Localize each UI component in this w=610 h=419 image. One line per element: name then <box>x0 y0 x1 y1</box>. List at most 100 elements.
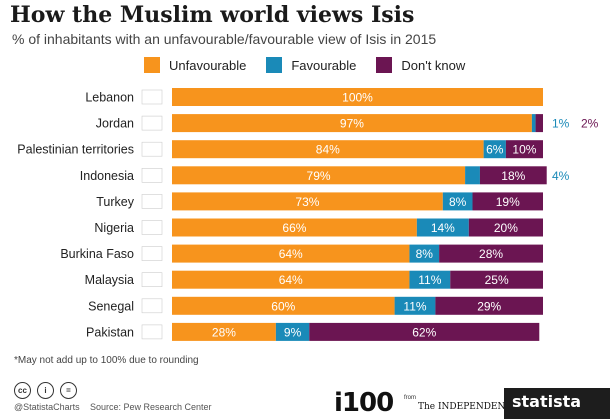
bar-dont-know-burkina-faso <box>439 244 543 263</box>
bar-unfavourable-jordan <box>172 114 532 133</box>
bar-dont-know-indonesia <box>479 166 547 185</box>
legend-item-dont-know: Don't know <box>376 57 465 73</box>
bar-unfavourable-burkina-faso <box>172 244 410 263</box>
legend-label-dont-know: Don't know <box>401 57 466 73</box>
flag-icon-lebanon <box>141 89 163 105</box>
footnote: *May not add up to 100% due to rounding <box>14 355 199 366</box>
data-label-unfavourable-turkey: 73% <box>295 195 319 209</box>
bar-unfavourable-indonesia <box>172 166 466 185</box>
data-label-unfavourable-pakistan: 28% <box>212 325 236 339</box>
no-derivatives-icon: = <box>60 382 77 399</box>
data-label-favourable-pakistan: 9% <box>284 325 302 339</box>
bar-favourable-indonesia <box>465 166 480 185</box>
flag-icon-nigeria <box>141 220 163 235</box>
cc-license-icon: cc <box>14 382 31 399</box>
bar-favourable-jordan <box>531 114 536 133</box>
category-label-senegal: Senegal <box>88 299 134 313</box>
data-label-favourable-senegal: 11% <box>403 299 426 313</box>
legend-swatch-favourable <box>266 57 283 73</box>
data-label-unfavourable-indonesia: 79% <box>307 169 331 183</box>
data-label-dont-know-jordan: 2% <box>581 117 599 131</box>
bar-favourable-burkina-faso <box>409 244 440 263</box>
statista-logo-box: statista <box>504 388 610 419</box>
category-label-jordan: Jordan <box>96 117 134 131</box>
bar-dont-know-malaysia <box>450 270 543 289</box>
bar-favourable-nigeria <box>416 218 469 237</box>
data-label-unfavourable-burkina-faso: 64% <box>279 247 303 261</box>
data-label-unfavourable-nigeria: 66% <box>282 221 306 235</box>
bar-unfavourable-pakistan <box>172 322 276 341</box>
bar-dont-know-pakistan <box>309 322 540 341</box>
data-label-favourable-palestinian-territories: 6% <box>486 143 504 157</box>
bar-chart: Lebanon 100% Jordan 97% 1% 2% Palestinian terr… <box>17 88 599 341</box>
source-text: Source: Pew Research Center <box>90 402 212 412</box>
category-label-malaysia: Malaysia <box>85 273 134 287</box>
flag-icon-burkina-faso <box>141 246 163 261</box>
flag-icon-jordan <box>141 115 163 131</box>
data-label-favourable-turkey: 8% <box>449 195 467 209</box>
category-label-turkey: Turkey <box>96 195 134 209</box>
data-label-dont-know-burkina-faso: 28% <box>479 247 503 261</box>
bar-unfavourable-turkey <box>172 192 443 211</box>
category-label-burkina-faso: Burkina Faso <box>60 247 134 261</box>
bar-unfavourable-lebanon <box>172 88 543 106</box>
chart-title: How the Muslim world views Isis <box>10 2 415 28</box>
bar-dont-know-jordan <box>535 114 543 133</box>
attribution-icon: i <box>37 382 54 399</box>
legend-swatch-dont-know <box>376 57 393 73</box>
data-label-unfavourable-lebanon: 100% <box>342 91 373 105</box>
bar-favourable-palestinian-territories <box>483 140 506 159</box>
legend-item-unfavourable: Unfavourable <box>144 57 246 73</box>
bar-favourable-malaysia <box>409 270 451 289</box>
data-label-dont-know-malaysia: 25% <box>485 273 509 287</box>
data-label-dont-know-nigeria: 20% <box>494 221 518 235</box>
category-label-nigeria: Nigeria <box>94 221 134 235</box>
bar-unfavourable-malaysia <box>172 270 410 289</box>
category-label-palestinian-territories: Palestinian territories <box>17 143 134 157</box>
bar-dont-know-turkey <box>472 192 543 211</box>
legend-item-favourable: Favourable <box>266 57 356 73</box>
flag-icon-palestinian-territories <box>141 141 163 157</box>
data-label-favourable-malaysia: 11% <box>418 273 441 287</box>
category-label-pakistan: Pakistan <box>86 325 134 339</box>
bar-favourable-pakistan <box>275 322 310 341</box>
data-label-dont-know-turkey: 19% <box>496 195 520 209</box>
flag-icon-pakistan <box>141 324 163 340</box>
data-label-dont-know-palestinian-territories: 10% <box>512 143 536 157</box>
category-label-indonesia: Indonesia <box>80 169 134 183</box>
legend: Unfavourable Favourable Don't know <box>144 56 485 74</box>
data-label-unfavourable-palestinian-territories: 84% <box>316 143 340 157</box>
data-label-favourable-indonesia: 4% <box>552 169 570 183</box>
flag-icon-turkey <box>141 194 163 209</box>
bar-favourable-turkey <box>442 192 473 211</box>
independent-logo: The INDEPENDENT <box>418 402 512 412</box>
bar-unfavourable-palestinian-territories <box>172 140 484 159</box>
flag-icon-indonesia <box>141 168 163 183</box>
flag-icon-senegal <box>141 298 163 314</box>
from-text: from <box>404 395 416 401</box>
bar-favourable-senegal <box>394 296 436 315</box>
bar-dont-know-nigeria <box>468 218 543 237</box>
data-label-unfavourable-jordan: 97% <box>340 117 364 131</box>
bar-dont-know-senegal <box>435 296 543 315</box>
data-label-favourable-burkina-faso: 8% <box>416 247 434 261</box>
i100-logo: i100 <box>334 388 394 418</box>
chart-subtitle: % of inhabitants with an unfavourable/fa… <box>12 31 437 47</box>
data-label-dont-know-pakistan: 62% <box>412 325 436 339</box>
footer: cc i = @StatistaCharts Source: Pew Resea… <box>0 378 610 419</box>
bar-dont-know-palestinian-territories <box>505 140 543 159</box>
bar-unfavourable-nigeria <box>172 218 417 237</box>
bar-unfavourable-senegal <box>172 296 395 315</box>
legend-swatch-unfavourable <box>144 57 160 73</box>
data-label-favourable-nigeria: 14% <box>431 221 455 235</box>
data-label-unfavourable-senegal: 60% <box>271 299 295 313</box>
data-label-dont-know-senegal: 29% <box>477 299 501 313</box>
data-label-favourable-jordan: 1% <box>552 117 570 131</box>
data-label-unfavourable-malaysia: 64% <box>279 273 303 287</box>
twitter-handle: @StatistaCharts <box>14 402 80 412</box>
legend-label-favourable: Favourable <box>291 57 357 73</box>
category-label-lebanon: Lebanon <box>85 91 134 105</box>
data-label-dont-know-indonesia: 18% <box>501 169 525 183</box>
statista-logo: statista <box>512 392 582 411</box>
legend-label-unfavourable: Unfavourable <box>169 57 247 73</box>
